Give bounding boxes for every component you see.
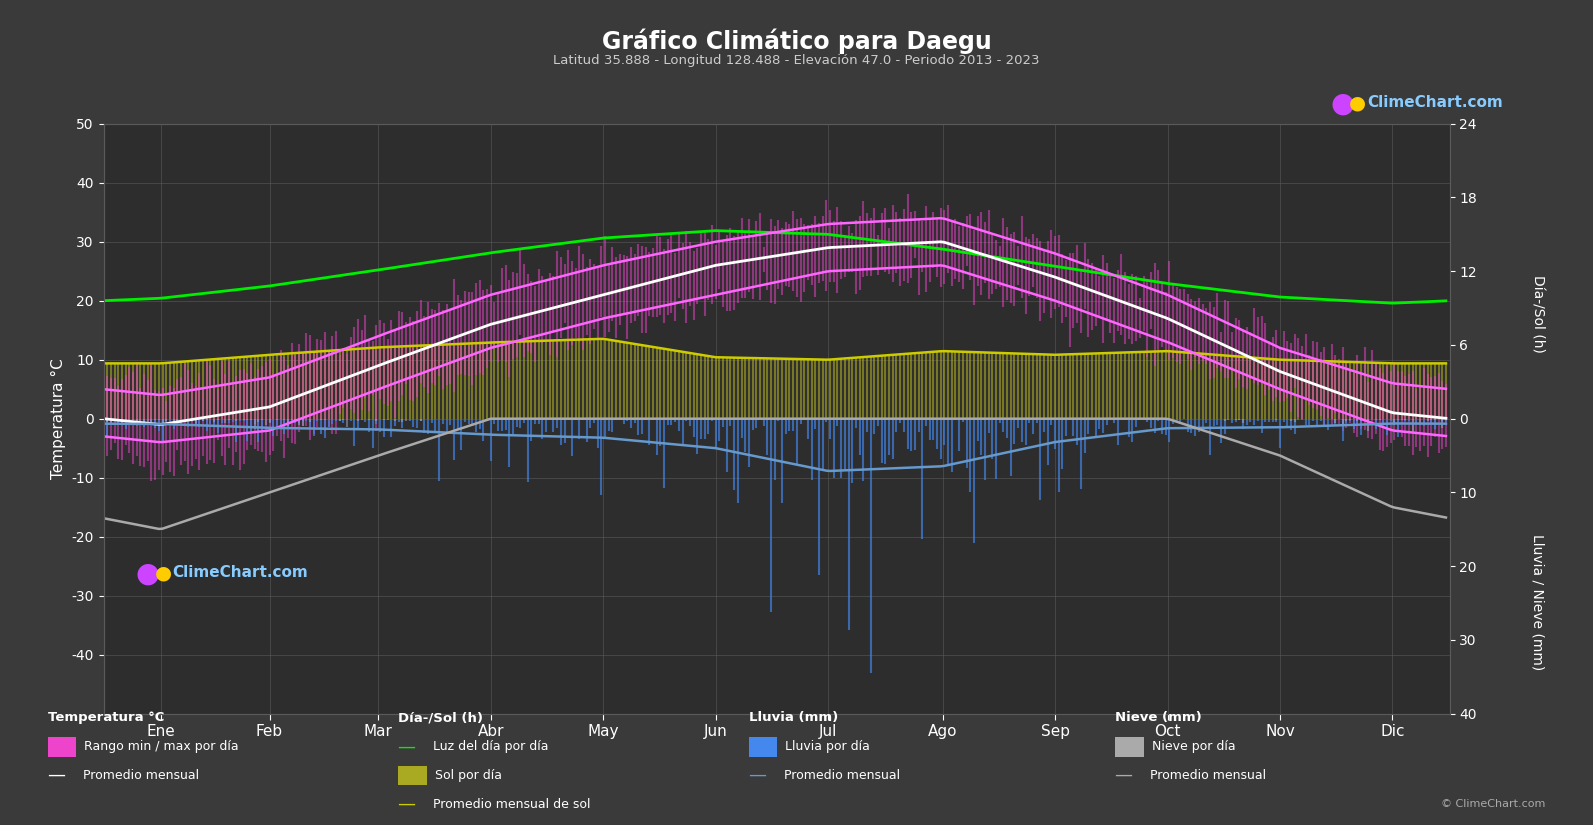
Text: © ClimeChart.com: © ClimeChart.com: [1440, 799, 1545, 809]
Text: ●: ●: [1330, 89, 1354, 117]
Text: Promedio mensual de sol: Promedio mensual de sol: [433, 798, 591, 811]
Text: Rango min / max por día: Rango min / max por día: [84, 740, 239, 753]
Text: Promedio mensual: Promedio mensual: [83, 769, 199, 782]
Text: —: —: [749, 766, 773, 785]
Text: Gráfico Climático para Daegu: Gráfico Climático para Daegu: [602, 29, 991, 54]
Text: ClimeChart.com: ClimeChart.com: [172, 565, 307, 580]
Text: Sol por día: Sol por día: [435, 769, 502, 782]
Text: ●: ●: [1349, 93, 1367, 113]
Text: Lluvia por día: Lluvia por día: [785, 740, 870, 753]
Text: —: —: [398, 738, 422, 756]
Text: Día-/Sol (h): Día-/Sol (h): [398, 711, 483, 724]
Text: Latitud 35.888 - Longitud 128.488 - Elevación 47.0 - Periodo 2013 - 2023: Latitud 35.888 - Longitud 128.488 - Elev…: [553, 54, 1040, 67]
Text: ●: ●: [135, 559, 159, 587]
Text: Lluvia (mm): Lluvia (mm): [749, 711, 838, 724]
Text: ClimeChart.com: ClimeChart.com: [1367, 95, 1502, 110]
Text: —: —: [398, 795, 422, 813]
Text: Nieve (mm): Nieve (mm): [1115, 711, 1201, 724]
Text: —: —: [48, 766, 72, 785]
Text: —: —: [1115, 766, 1139, 785]
Text: Luz del día por día: Luz del día por día: [433, 740, 550, 753]
Text: Promedio mensual: Promedio mensual: [784, 769, 900, 782]
Text: ●: ●: [155, 563, 172, 583]
Text: Lluvia / Nieve (mm): Lluvia / Nieve (mm): [1531, 534, 1544, 671]
Text: Nieve por día: Nieve por día: [1152, 740, 1235, 753]
Text: Día-/Sol (h): Día-/Sol (h): [1531, 275, 1544, 352]
Y-axis label: Temperatura °C: Temperatura °C: [51, 358, 65, 479]
Text: Promedio mensual: Promedio mensual: [1150, 769, 1266, 782]
Text: Temperatura °C: Temperatura °C: [48, 711, 164, 724]
